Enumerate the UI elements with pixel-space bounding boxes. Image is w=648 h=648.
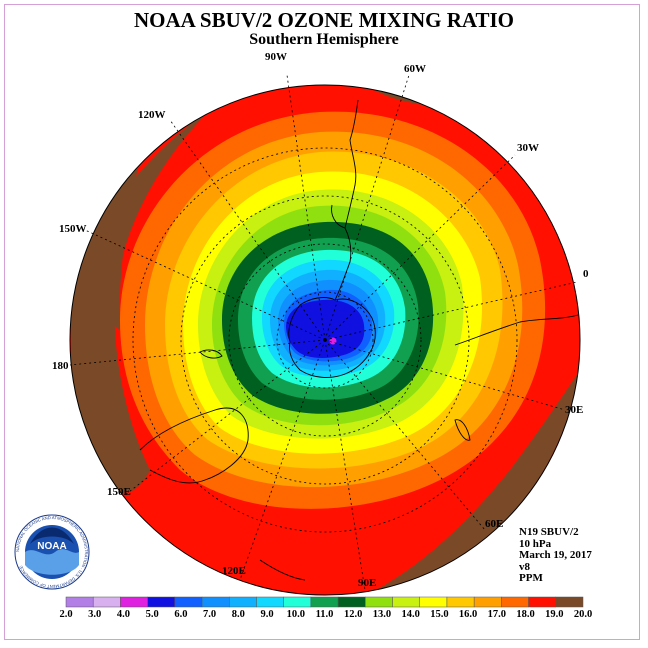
colorbar-swatch	[337, 596, 366, 608]
colorbar-tick-label: 19.0	[545, 609, 564, 620]
coastlines	[139, 99, 579, 581]
colorbar-swatch	[283, 596, 312, 608]
colorbar-swatch	[365, 596, 393, 608]
page-title: NOAA SBUV/2 OZONE MIXING RATIO	[134, 8, 514, 32]
colorbar-swatch	[392, 596, 420, 608]
colorbar-swatch	[65, 596, 94, 608]
lon-label-120w: 120W	[138, 109, 166, 121]
info-units: PPM	[519, 572, 543, 584]
colorbar-swatch	[147, 596, 176, 608]
meridian-150e	[124, 339, 326, 496]
colorbar-swatch	[174, 596, 203, 608]
colorbar-swatch	[256, 596, 284, 608]
contour-20-west2	[80, 160, 140, 330]
meridian-60e	[324, 339, 486, 531]
colorbar-swatch	[229, 596, 257, 608]
colorbar-tick-label: 8.0	[231, 609, 245, 620]
lat-circle-1	[276, 291, 374, 389]
ozone-contours	[70, 85, 580, 595]
info-version: v8	[519, 560, 530, 573]
lat-circle-3	[180, 195, 470, 485]
colorbar-tick-label: 14.0	[401, 609, 420, 620]
lon-label-180: 180	[52, 360, 69, 372]
colorbar-tick-label: 7.0	[203, 609, 217, 620]
colorbar-swatch	[555, 596, 584, 608]
colorbar-tick-label: 12.0	[344, 609, 363, 620]
colorbar-tick-label: 3.0	[88, 609, 102, 620]
info-date: March 19, 2017	[519, 549, 592, 561]
antarctic-peninsula	[334, 261, 351, 301]
colorbar	[65, 596, 584, 608]
colorbar-swatch	[310, 596, 339, 608]
colorbar-swatch	[120, 596, 148, 608]
map-border	[69, 84, 581, 596]
lon-label-150w: 150W	[59, 223, 87, 235]
colorbar-tick-label: 15.0	[430, 609, 449, 620]
colorbar-tick-label: 2.0	[59, 609, 73, 620]
meridian-30w	[324, 154, 516, 341]
colorbar-swatch	[473, 596, 502, 608]
australia-coast	[139, 407, 249, 484]
figure-frame	[4, 4, 640, 640]
info-level: 10 hPa	[519, 537, 552, 550]
antarctica-coast	[288, 297, 376, 378]
meridian-30e	[324, 339, 566, 411]
new-zealand-coast	[199, 349, 223, 359]
meridian-90e	[324, 339, 366, 591]
page-subtitle: Southern Hemisphere	[249, 31, 399, 48]
colorbar-tick-label: 6.0	[174, 609, 188, 620]
info-satellite: N19 SBUV/2	[519, 526, 579, 538]
colorbar-tick-label: 13.0	[372, 609, 392, 620]
madagascar-coast	[454, 419, 471, 441]
contour-20-west	[70, 110, 210, 493]
meridian-60w	[324, 74, 410, 341]
lat-circle-4	[132, 147, 518, 533]
colorbar-tick-label: 18.0	[516, 609, 535, 620]
asia-coast	[259, 559, 306, 581]
lon-label-150e: 150E	[107, 486, 131, 498]
colorbar-swatch	[92, 596, 121, 608]
lon-label-60w: 60W	[404, 63, 426, 75]
south-america-coast-2	[331, 204, 346, 229]
colorbar-swatch	[501, 596, 529, 608]
colorbar-tick-label: 10.0	[286, 609, 305, 620]
graticule	[69, 74, 578, 591]
colorbar-tick-label: 11.0	[315, 609, 334, 620]
lon-label-60e: 60E	[485, 518, 504, 530]
colorbar-tick-label: 5.0	[145, 609, 159, 620]
colorbar-tick-label: 17.0	[487, 609, 507, 620]
info-block: N19 SBUV/2 10 hPa March 19, 2017 v8 PPM	[519, 526, 592, 585]
lon-label-30e: 30E	[565, 404, 584, 416]
meridian-0	[324, 281, 578, 341]
lon-label-30w: 30W	[517, 142, 539, 154]
colorbar-tick-label: 4.0	[116, 609, 130, 620]
colorbar-tick-label: 9.0	[260, 609, 274, 620]
colorbar-tick-label: 20.0	[573, 609, 593, 620]
contour-5	[286, 299, 365, 358]
colorbar-swatch	[528, 596, 557, 608]
lat-circle-2	[228, 243, 422, 437]
lon-label-0: 0	[583, 268, 589, 280]
colorbar-tick-label: 16.0	[458, 609, 478, 620]
africa-coast	[454, 314, 579, 346]
lon-label-120e: 120E	[222, 565, 246, 577]
colorbar-swatch	[446, 596, 475, 608]
colorbar-swatch	[201, 596, 230, 608]
south-america-coast	[344, 99, 359, 263]
colorbar-swatch	[419, 596, 448, 608]
meridian-150w	[84, 229, 326, 341]
lon-label-90e: 90E	[358, 577, 377, 589]
lon-label-90w: 90W	[265, 51, 287, 63]
